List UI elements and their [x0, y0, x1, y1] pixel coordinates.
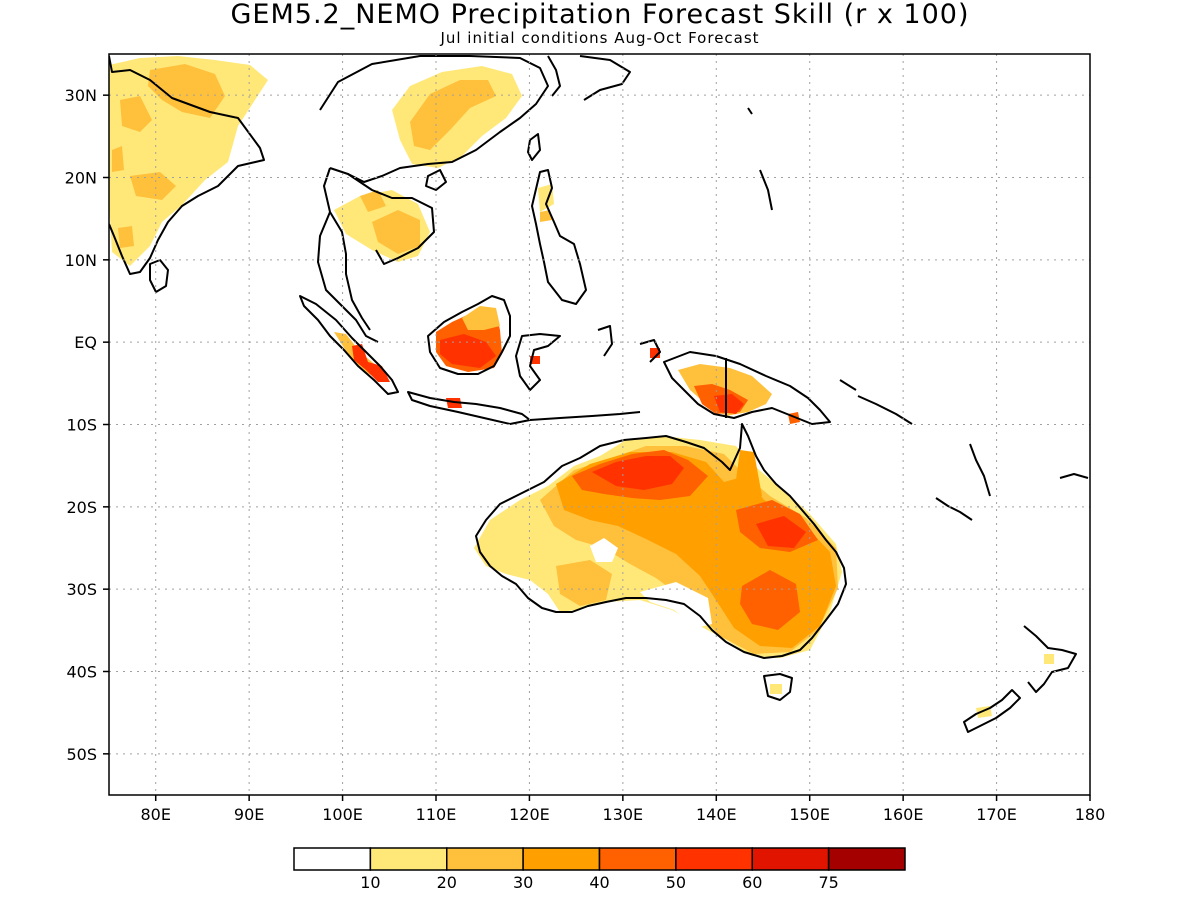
coastline-halmahera	[597, 325, 661, 363]
lon-tick-label: 160E	[883, 805, 924, 824]
axis-label-layer: 30N 20N 10N EQ 10S 20S 30S 40S 50S 80E 90E 100E 110E…	[65, 86, 1106, 824]
coastline-philippines	[531, 169, 587, 305]
lat-tick-label: 10S	[66, 416, 97, 435]
skill-region-australia-inner	[756, 516, 806, 548]
skill-field-layer	[109, 56, 1054, 718]
colorbar: 10 20 30 40 50 60 75	[293, 847, 906, 892]
lon-tick-label: 150E	[789, 805, 830, 824]
coastline-solomons	[839, 379, 913, 425]
colorbar-label: 10	[360, 873, 380, 892]
colorbar-label: 50	[666, 873, 686, 892]
lat-tick-label: 30N	[65, 86, 97, 105]
coastline-australia	[475, 423, 847, 659]
lon-tick-label: 120E	[509, 805, 550, 824]
graticule-layer	[109, 54, 1090, 795]
coastline-taiwan	[527, 133, 541, 161]
coastline-korea-japan	[547, 55, 631, 101]
coastline-malay-peninsula	[317, 211, 379, 343]
colorbar-label: 40	[589, 873, 609, 892]
coastline-sri-lanka	[149, 259, 169, 293]
lon-tick-label: 170E	[976, 805, 1017, 824]
skill-region-tasmania	[770, 684, 782, 694]
skill-region-australia-inner	[740, 570, 800, 630]
lat-tick-label: 30S	[66, 580, 97, 599]
skill-region-borneo-inner	[462, 306, 500, 330]
colorbar-segment	[293, 847, 372, 871]
lat-tick-label: 50S	[66, 745, 97, 764]
skill-region-new-zealand	[1044, 654, 1054, 664]
axis-tick-layer	[103, 94, 1091, 801]
coastline-new-caledonia	[935, 497, 973, 521]
skill-region-china-inner	[410, 80, 496, 150]
skill-region-australia-gap	[640, 582, 712, 628]
lon-tick-label: 90E	[234, 805, 264, 824]
lat-tick-label: 20S	[66, 498, 97, 517]
lat-tick-label: EQ	[74, 333, 97, 352]
coastline-layer	[109, 55, 1089, 733]
colorbar-segment	[369, 847, 448, 871]
skill-region-india-inner	[130, 172, 176, 200]
coastline-hainan	[425, 169, 447, 191]
coastline-new-zealand-north	[1023, 625, 1077, 693]
coastline-india	[109, 55, 265, 275]
skill-region-india	[109, 56, 268, 266]
coastline-new-zealand-south	[963, 689, 1021, 733]
colorbar-segment	[675, 847, 753, 871]
skill-region-indochina-inner	[360, 190, 386, 212]
colorbar-segment	[751, 847, 830, 871]
colorbar-label: 30	[513, 873, 533, 892]
coastline-china	[319, 55, 549, 183]
lon-tick-label: 130E	[603, 805, 644, 824]
map-frame	[108, 53, 1091, 796]
colorbar-segment	[446, 847, 524, 871]
skill-region-india-inner	[148, 64, 225, 118]
lat-tick-label: 40S	[66, 663, 97, 682]
skill-region-indochina-inner	[372, 210, 420, 254]
lon-tick-label: 140E	[696, 805, 737, 824]
colorbar-segment	[827, 847, 906, 871]
figure-title: GEM5.2_NEMO Precipitation Forecast Skill…	[230, 0, 970, 30]
lat-tick-label: 10N	[65, 251, 97, 270]
coastline-sulawesi	[515, 333, 561, 391]
coastline-micronesia	[747, 107, 773, 211]
lat-tick-label: 20N	[65, 169, 97, 188]
skill-region-australia-inner	[736, 450, 762, 500]
coastline-java	[407, 391, 531, 425]
skill-region-sumatra-inner	[352, 344, 390, 382]
figure-subtitle: Jul initial conditions Aug-Oct Forecast	[440, 29, 760, 47]
skill-region-india-inner	[120, 96, 152, 132]
coastline-vanuatu	[969, 443, 991, 497]
skill-region-borneo-inner	[440, 334, 496, 368]
skill-region-new-guinea-inner	[714, 394, 744, 414]
skill-region-india-inner	[118, 226, 134, 248]
colorbar-segment	[598, 847, 677, 871]
lon-tick-label: 110E	[416, 805, 457, 824]
colorbar-label: 20	[437, 873, 457, 892]
skill-region-india-inner	[112, 146, 124, 172]
lon-tick-label: 100E	[322, 805, 363, 824]
coastline-borneo	[427, 295, 511, 375]
coastline-indochina	[323, 167, 435, 331]
lon-tick-label: 180	[1075, 805, 1106, 824]
skill-region-australia-inner	[592, 456, 684, 490]
coastline-sumatra	[299, 295, 399, 395]
colorbar-segment	[522, 847, 601, 871]
colorbar-label: 75	[818, 873, 838, 892]
coastline-lesser-sunda	[529, 411, 641, 421]
coastline-fiji	[1059, 473, 1089, 479]
skill-region-australia-inner	[556, 560, 612, 606]
coastline-new-guinea	[663, 351, 831, 425]
colorbar-label: 60	[742, 873, 762, 892]
lon-tick-label: 80E	[140, 805, 170, 824]
coastline-tasmania	[763, 673, 793, 701]
skill-region-australia-gap	[590, 538, 618, 562]
